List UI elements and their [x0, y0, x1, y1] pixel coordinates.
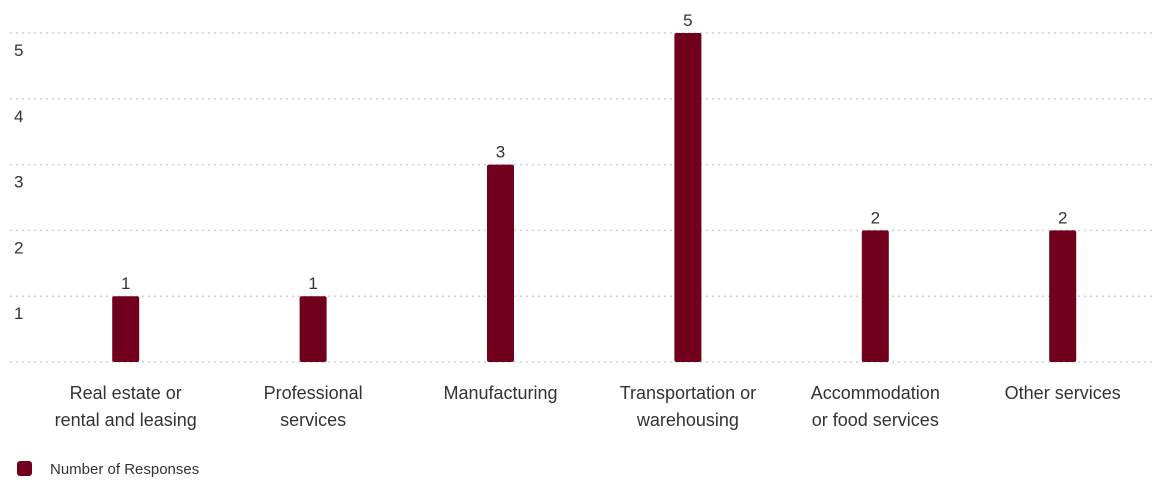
bars: [112, 33, 1077, 362]
y-axis-ticks: 1 2 3 4 5: [14, 41, 23, 323]
bar[interactable]: [861, 230, 889, 362]
bar[interactable]: [299, 296, 327, 362]
bar[interactable]: [674, 33, 702, 362]
data-label: 1: [121, 274, 130, 293]
y-tick-label: 5: [14, 41, 23, 60]
x-tick-label: Manufacturing: [443, 383, 557, 403]
data-label: 3: [496, 143, 505, 162]
x-tick-label: Other services: [1005, 383, 1121, 403]
bar[interactable]: [1049, 230, 1077, 362]
legend-swatch: [17, 461, 32, 476]
y-tick-label: 2: [14, 238, 23, 257]
x-tick-label: Transportation or warehousing: [620, 383, 756, 430]
bar[interactable]: [487, 164, 514, 362]
y-tick-label: 1: [14, 304, 23, 323]
x-axis-categories: Real estate or rental and leasing Professi…: [55, 383, 1121, 430]
x-tick-label: Professional services: [264, 383, 363, 430]
legend-label: Number of Responses: [50, 461, 199, 478]
legend[interactable]: Number of Responses: [17, 461, 199, 478]
y-tick-label: 4: [14, 107, 23, 126]
y-tick-label: 3: [14, 173, 23, 192]
data-label: 5: [683, 11, 692, 30]
x-tick-label: Accommodation or food services: [811, 383, 940, 430]
grid-lines: [10, 32, 1152, 363]
x-tick-label: Real estate or rental and leasing: [55, 383, 197, 430]
data-labels: 1 1 3 5 2 2: [121, 11, 1067, 293]
data-label: 2: [1058, 208, 1067, 227]
bar[interactable]: [112, 296, 140, 362]
data-label: 1: [308, 274, 317, 293]
data-label: 2: [871, 208, 880, 227]
